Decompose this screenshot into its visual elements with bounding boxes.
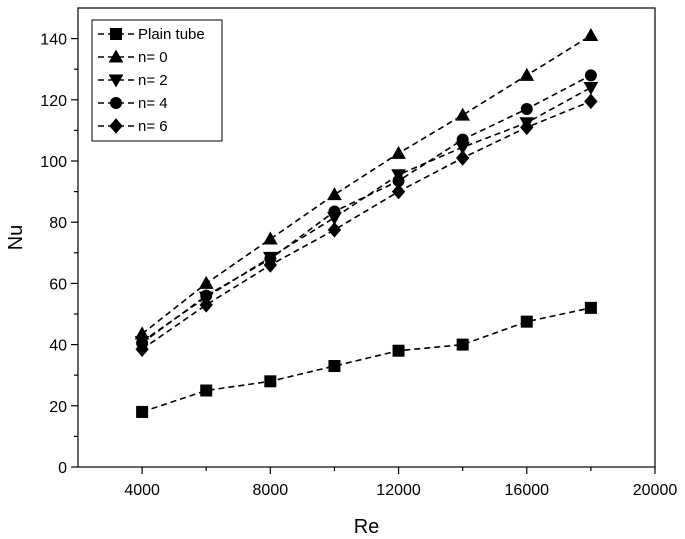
legend-entry: Plain tube <box>98 26 205 43</box>
data-point <box>456 150 470 166</box>
series-0 <box>136 301 597 418</box>
x-tick-label: 16000 <box>505 482 550 499</box>
y-tick-label: 120 <box>40 93 67 110</box>
data-point <box>519 67 535 81</box>
x-tick-label: 12000 <box>376 482 421 499</box>
x-tick-label: 4000 <box>124 482 160 499</box>
axes: 4000 8000 12000 16000 20000 0 20 40 60 80 100 120 14… <box>40 7 678 499</box>
data-point <box>520 315 533 328</box>
legend-entry: n= 2 <box>98 72 168 89</box>
data-point <box>198 275 214 289</box>
legend-label: n= 6 <box>138 118 168 135</box>
series-line <box>141 307 592 413</box>
data-point <box>584 301 597 314</box>
data-point <box>327 187 342 201</box>
data-point <box>391 183 406 200</box>
legend-entry: n= 0 <box>98 49 168 66</box>
data-point <box>391 145 406 159</box>
legend-entry: n= 4 <box>98 95 168 112</box>
legend-label: n= 4 <box>138 95 168 112</box>
data-point <box>456 338 469 351</box>
legend-label: n= 2 <box>138 72 168 89</box>
data-point <box>327 222 342 238</box>
series-line <box>141 74 592 344</box>
data-point <box>520 119 534 136</box>
series-layer <box>134 28 599 418</box>
legend-label: Plain tube <box>138 26 205 43</box>
series-4 <box>135 93 598 357</box>
data-point <box>583 28 599 42</box>
series-1 <box>134 28 599 340</box>
data-point <box>456 133 469 146</box>
data-point <box>328 205 341 218</box>
y-tick-label: 140 <box>40 32 67 49</box>
data-point <box>136 405 149 418</box>
legend-entry: n= 6 <box>98 118 168 135</box>
y-tick-label: 60 <box>49 276 67 293</box>
legend-marker <box>109 118 123 134</box>
legend-marker <box>108 74 124 88</box>
series-line <box>141 34 592 335</box>
x-axis-title: Re <box>354 516 380 538</box>
data-point <box>264 375 277 388</box>
y-tick-label: 80 <box>49 215 67 232</box>
data-point <box>263 257 277 273</box>
data-point <box>200 384 213 397</box>
y-tick-label: 20 <box>49 399 67 416</box>
series-line <box>141 100 592 350</box>
legend-marker <box>110 28 122 40</box>
data-point <box>455 107 471 121</box>
data-point <box>584 69 597 82</box>
legend-marker <box>108 49 124 63</box>
legend-label: n= 0 <box>138 49 168 66</box>
plot-frame <box>77 7 656 468</box>
data-point <box>262 231 278 245</box>
data-point <box>392 344 405 357</box>
data-point <box>199 297 213 313</box>
data-point <box>328 360 341 373</box>
y-tick-label: 100 <box>40 154 67 171</box>
y-axis-title: Nu <box>5 225 27 251</box>
data-point <box>135 341 149 357</box>
x-tick-label: 8000 <box>253 482 289 499</box>
data-point <box>520 102 533 115</box>
data-point <box>583 82 599 96</box>
series-line <box>141 86 592 343</box>
data-point <box>584 93 598 110</box>
x-tick-label: 20000 <box>633 482 678 499</box>
y-tick-label: 40 <box>49 338 67 355</box>
y-tick-label: 0 <box>58 460 67 477</box>
legend-marker <box>110 97 122 109</box>
legend: Plain tube n= 0 n= 2 n= 4 n= 6 <box>91 19 223 142</box>
